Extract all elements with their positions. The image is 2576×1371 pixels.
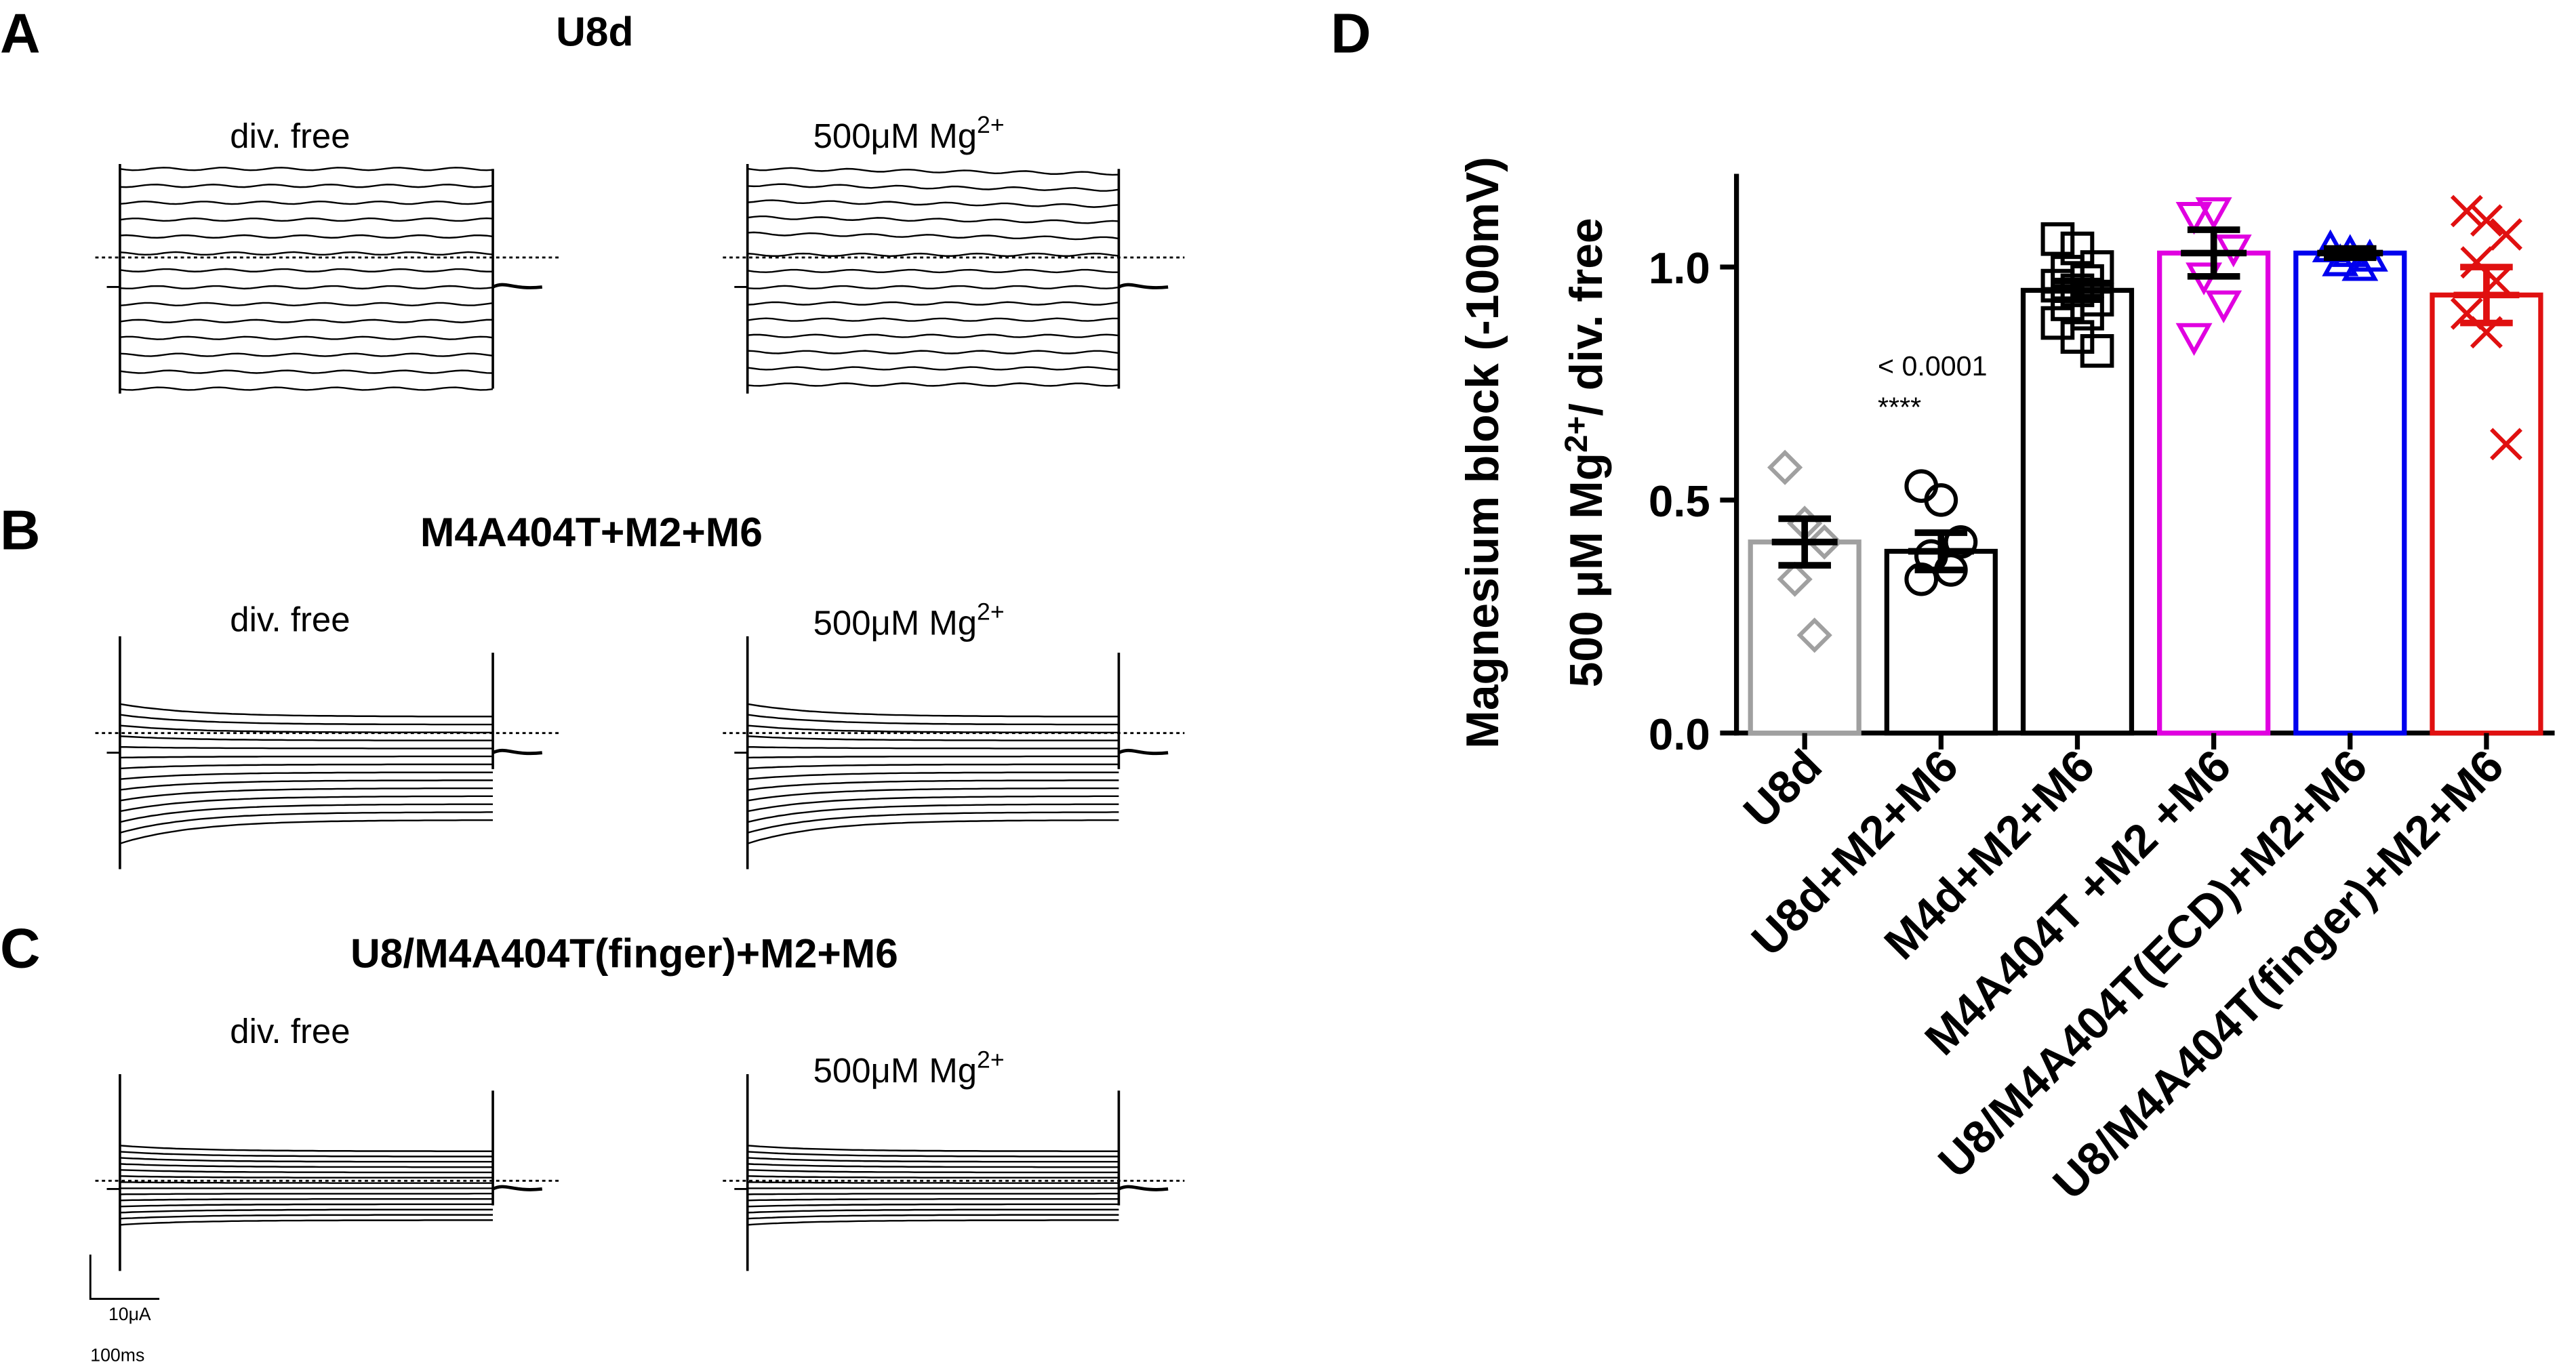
data-point xyxy=(2341,248,2379,281)
condition-label-sup: 2+ xyxy=(977,111,1005,138)
data-point xyxy=(1767,449,1803,485)
data-point xyxy=(2080,334,2114,368)
data-point xyxy=(2175,323,2213,356)
error-bar xyxy=(2453,264,2520,327)
scale-time: 100ms xyxy=(90,1345,144,1365)
error-bar xyxy=(1908,529,1974,573)
panel-title: U8d xyxy=(556,9,633,55)
data-point xyxy=(2205,290,2242,324)
data-point xyxy=(2195,197,2232,230)
panel-letter: B xyxy=(0,499,41,562)
error-bar xyxy=(1771,515,1838,569)
y-tick-label: 0.0 xyxy=(1649,710,1710,759)
bar xyxy=(2020,287,2135,736)
condition-label: 500μM Mg2+ xyxy=(813,1046,1005,1090)
panel-title: M4A404T+M2+M6 xyxy=(420,509,763,555)
condition-label-sup: 2+ xyxy=(977,1046,1005,1073)
data-point xyxy=(2175,201,2213,235)
annotation-p: < 0.0001 xyxy=(1878,350,1987,382)
y-axis-label-2-sup: 2+ xyxy=(1558,416,1594,453)
error-bar xyxy=(2317,245,2383,262)
current-traces xyxy=(747,1145,1119,1226)
panel-letter: C xyxy=(0,918,41,980)
panel-letter: A xyxy=(0,2,41,64)
tail-current xyxy=(491,748,543,756)
condition-label: div. free xyxy=(230,117,350,155)
condition-label: 500μM Mg2+ xyxy=(813,111,1005,155)
error-bar xyxy=(2181,226,2247,280)
data-point xyxy=(2490,218,2522,251)
current-traces xyxy=(119,167,494,391)
panel-title: U8/M4A404T(finger)+M2+M6 xyxy=(350,930,898,977)
error-bar xyxy=(2045,277,2110,304)
data-point xyxy=(1807,524,1843,560)
y-axis-label-2-after: / div. free xyxy=(1561,218,1612,415)
tail-current xyxy=(491,1185,543,1191)
tail-current xyxy=(1118,283,1169,289)
condition-label-base: 500μM Mg xyxy=(813,117,977,155)
tail-current xyxy=(1118,748,1169,756)
data-point xyxy=(2470,204,2503,237)
data-point xyxy=(2040,222,2075,256)
current-traces xyxy=(119,703,494,844)
annotation-stars: **** xyxy=(1878,392,1921,423)
condition-label: div. free xyxy=(230,1012,350,1050)
y-tick-label: 1.0 xyxy=(1649,243,1710,293)
condition-label-sup: 2+ xyxy=(977,598,1005,626)
y-tick-label: 0.5 xyxy=(1649,476,1710,526)
current-traces xyxy=(747,703,1119,844)
current-traces xyxy=(747,167,1119,387)
data-point xyxy=(2450,195,2483,228)
tail-current xyxy=(491,283,543,289)
tail-current xyxy=(1118,1185,1169,1191)
panel-letter: D xyxy=(1331,2,1371,64)
y-axis-label: Magnesium block (-100mV) xyxy=(1457,157,1508,748)
x-tick-label: U8d xyxy=(1734,741,1832,838)
condition-label-base: 500μM Mg xyxy=(813,1051,977,1090)
data-point xyxy=(2490,428,2522,461)
data-point xyxy=(1796,617,1832,653)
data-point xyxy=(1924,483,1958,517)
condition-label-base: 500μM Mg xyxy=(813,604,977,642)
current-traces xyxy=(119,1145,494,1226)
y-axis-label-2: 500 μM Mg2+/ div. free xyxy=(1558,218,1612,687)
bar xyxy=(2157,250,2271,736)
data-point xyxy=(1777,561,1813,597)
y-axis-label-2-base: 500 μM Mg xyxy=(1561,453,1612,687)
data-point xyxy=(1904,469,1939,504)
condition-label: 500μM Mg2+ xyxy=(813,598,1005,642)
bar xyxy=(2293,250,2407,736)
scale-current: 10μA xyxy=(108,1304,151,1324)
condition-label: div. free xyxy=(230,600,350,639)
data-point xyxy=(1904,562,1939,596)
bar xyxy=(2430,292,2543,736)
scale-bar xyxy=(89,1254,160,1300)
data-point xyxy=(2060,231,2095,266)
